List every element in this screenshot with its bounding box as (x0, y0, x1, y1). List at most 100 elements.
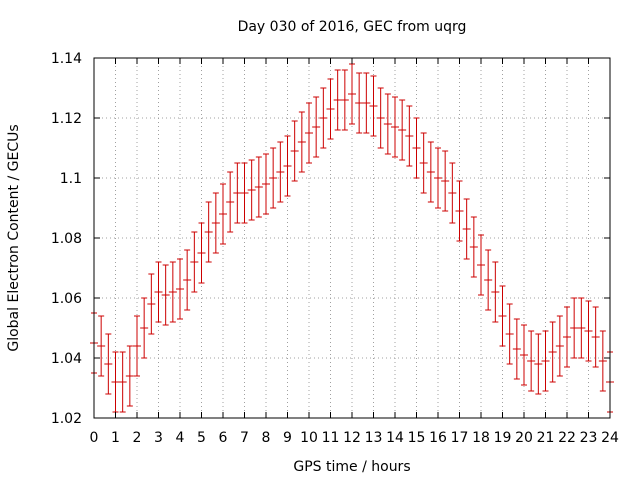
error-bar-point (247, 159, 256, 221)
y-tick-label: 1.06 (51, 291, 82, 307)
x-tick-label: 2 (133, 430, 142, 446)
data-series (90, 63, 614, 413)
x-tick-label: 24 (601, 430, 619, 446)
error-bar-point (491, 261, 500, 323)
error-bar-point (283, 135, 292, 197)
error-bar-point (570, 297, 579, 359)
error-bar-point (305, 102, 313, 164)
x-tick-label: 0 (90, 430, 99, 446)
x-tick-label: 12 (343, 430, 361, 446)
error-bar-point (362, 72, 371, 134)
error-bar-point (448, 162, 457, 224)
error-bar-point (405, 105, 414, 167)
error-bar-point (204, 201, 213, 263)
x-tick-label: 10 (300, 430, 318, 446)
y-tick-label: 1.04 (51, 351, 82, 367)
error-bar-point (197, 222, 206, 284)
error-bar-point (391, 96, 399, 158)
error-bar-point (133, 315, 141, 377)
error-bar-point (563, 306, 571, 368)
error-bar-point (441, 150, 450, 212)
error-bar-point (355, 72, 364, 134)
error-bar-point (534, 333, 543, 395)
x-tick-label: 13 (365, 430, 383, 446)
y-tick-label: 1.12 (51, 111, 82, 127)
error-bar-point (147, 273, 156, 335)
y-axis-label: Global Electron Content / GECUs (6, 124, 22, 351)
x-tick-label: 14 (386, 430, 404, 446)
error-bar-point (312, 96, 321, 158)
x-tick-label: 7 (240, 430, 249, 446)
error-bar-point (333, 69, 342, 131)
x-tick-label: 3 (154, 430, 163, 446)
y-tick-label: 1.14 (51, 51, 82, 67)
error-bar-point (383, 93, 392, 155)
x-tick-label: 23 (580, 430, 598, 446)
chart-title: Day 030 of 2016, GEC from uqrg (238, 19, 467, 35)
error-bar-point (412, 117, 421, 179)
error-bar-point (104, 333, 113, 395)
error-bar-point (226, 171, 235, 233)
y-tick-label: 1.1 (60, 171, 82, 187)
axis-ticks: 0 1 2 3 4 5 6 7 8 9 10 11 12 13 14 15 16 17 18 19 20 21 22 23 24… (51, 51, 619, 446)
x-tick-label: 5 (197, 430, 206, 446)
error-bar-point (168, 261, 177, 323)
x-tick-label: 17 (451, 430, 469, 446)
error-bar-point (297, 111, 306, 173)
error-bar-point (319, 87, 328, 149)
x-tick-label: 19 (494, 430, 512, 446)
error-bar-point (498, 285, 507, 347)
error-bar-point (211, 192, 220, 254)
error-bar-point (125, 345, 134, 407)
error-bar-point (240, 162, 249, 224)
x-tick-label: 9 (283, 430, 292, 446)
error-bar-point (183, 249, 192, 311)
x-tick-label: 6 (219, 430, 228, 446)
error-bar-point (376, 87, 385, 149)
error-bar-point (254, 156, 263, 218)
error-bar-point (419, 132, 428, 194)
error-bar-point (512, 318, 521, 380)
error-bar-point (548, 321, 557, 383)
error-bar-point (140, 297, 149, 359)
error-bar-point (161, 264, 170, 326)
error-bar-point (469, 216, 478, 278)
x-tick-label: 1 (111, 430, 120, 446)
error-bar-point (340, 69, 349, 131)
error-bar-point (520, 324, 528, 386)
x-tick-label: 16 (429, 430, 447, 446)
error-bar-point (505, 303, 514, 365)
error-bar-point (290, 120, 299, 182)
error-bar-point (477, 234, 485, 296)
error-bar-point (455, 180, 464, 242)
x-axis-label: GPS time / hours (293, 459, 410, 475)
error-bar-point (462, 198, 471, 260)
error-bar-point (527, 330, 536, 392)
error-bar-point (426, 141, 435, 203)
y-tick-label: 1.08 (51, 231, 82, 247)
error-bar-point (555, 315, 564, 377)
error-bar-point (233, 162, 242, 224)
error-bar-point (398, 99, 407, 161)
x-tick-label: 15 (408, 430, 426, 446)
error-bar-point (541, 330, 550, 392)
error-bar-point (97, 315, 106, 377)
error-bar-point (434, 147, 442, 209)
error-bar-point (276, 141, 285, 203)
x-tick-label: 8 (262, 430, 271, 446)
error-bar-point (369, 75, 378, 137)
error-bar-point (190, 231, 199, 293)
x-tick-label: 22 (558, 430, 576, 446)
x-tick-label: 4 (176, 430, 185, 446)
error-bar-point (584, 300, 593, 362)
error-bar-point (348, 63, 356, 125)
error-bar-point (176, 258, 184, 320)
error-bar-point (591, 306, 600, 368)
x-tick-label: 20 (515, 430, 533, 446)
x-tick-label: 18 (472, 430, 490, 446)
error-bar-point (262, 153, 270, 215)
error-bar-point (577, 297, 586, 359)
error-bar-point (269, 147, 278, 209)
